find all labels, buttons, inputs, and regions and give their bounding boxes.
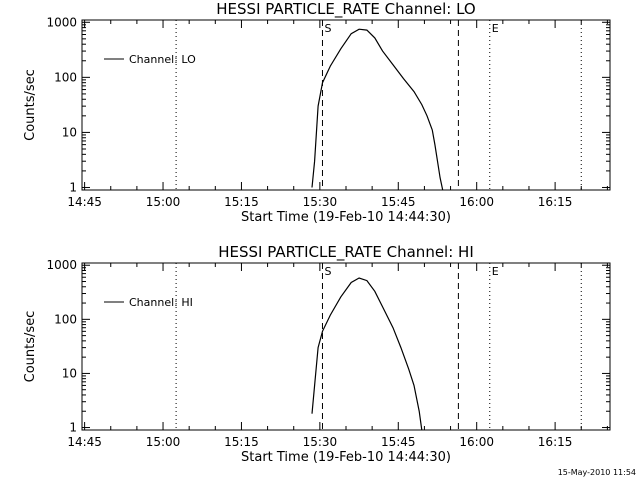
x-tick-label: 15:15 <box>224 195 259 209</box>
y-tick-label: 1000 <box>46 15 77 29</box>
plot-frame <box>81 19 611 191</box>
legend-label: Channel: LO <box>129 53 196 66</box>
x-tick-label: 16:00 <box>459 195 494 209</box>
marker-label: E <box>492 265 499 278</box>
x-tick-label: 15:30 <box>303 435 338 449</box>
x-tick-label: 15:15 <box>224 435 259 449</box>
x-tick-label: 14:45 <box>67 195 102 209</box>
series-line <box>311 28 444 191</box>
y-tick-label: 10 <box>62 366 77 380</box>
x-tick-label: 16:15 <box>538 435 573 449</box>
chart-title: HESSI PARTICLE_RATE Channel: LO <box>216 0 475 19</box>
x-axis-label: Start Time (19-Feb-10 14:44:30) <box>241 210 451 225</box>
marker-label: S <box>324 22 331 35</box>
x-tick-label: 15:30 <box>303 195 338 209</box>
footer-timestamp: 15-May-2010 11:54 <box>558 468 636 477</box>
y-tick-label: 10 <box>62 125 77 139</box>
marker-label: S <box>324 265 331 278</box>
y-axis-label: Counts/sec <box>23 69 38 141</box>
legend-label: Channel: HI <box>129 296 193 309</box>
y-tick-label: 100 <box>54 70 77 84</box>
chart-title: HESSI PARTICLE_RATE Channel: HI <box>218 243 474 262</box>
y-tick-label: 1 <box>69 421 77 435</box>
x-axis-label: Start Time (19-Feb-10 14:44:30) <box>241 450 451 465</box>
x-tick-label: 14:45 <box>67 435 102 449</box>
x-tick-label: 15:45 <box>381 195 416 209</box>
plot-frame <box>81 262 611 431</box>
chart-panel-2: HESSI PARTICLE_RATE Channel: HI 14:45 15:0… <box>23 243 611 465</box>
chart-panel-1: HESSI PARTICLE_RATE Channel: LO 14:45 15:0… <box>23 0 611 225</box>
x-tick-label: 15:00 <box>146 435 181 449</box>
y-tick-label: 1000 <box>46 258 77 272</box>
x-tick-label: 15:00 <box>146 195 181 209</box>
y-tick-label: 1 <box>69 180 77 194</box>
marker-label: E <box>492 22 499 35</box>
x-tick-label: 16:15 <box>538 195 573 209</box>
x-tick-label: 16:00 <box>459 435 494 449</box>
series-line <box>311 277 423 431</box>
x-tick-label: 15:45 <box>381 435 416 449</box>
y-axis-label: Counts/sec <box>23 311 38 383</box>
y-tick-label: 100 <box>54 312 77 326</box>
